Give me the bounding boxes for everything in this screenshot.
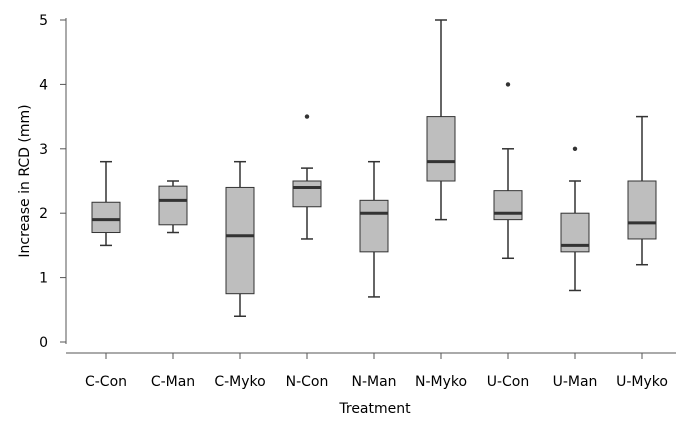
outlier-point <box>572 146 578 151</box>
x-tick-label: C-Con <box>85 374 127 390</box>
y-tick-label: 0 <box>39 335 48 351</box>
y-tick-label: 1 <box>39 271 48 287</box>
box-group <box>359 160 389 298</box>
box-group <box>493 82 523 260</box>
x-axis-title: Treatment <box>338 401 411 417</box>
y-axis: 0 1 2 3 4 5 <box>39 13 67 351</box>
box <box>627 180 657 240</box>
box-group <box>560 146 590 292</box>
box-group <box>225 160 255 317</box>
box-group <box>627 115 657 266</box>
x-tick-label: N-Myko <box>415 374 467 390</box>
y-tick-label: 4 <box>39 77 48 93</box>
y-tick-label: 2 <box>39 206 48 222</box>
box <box>158 185 188 226</box>
box <box>292 180 322 208</box>
box-group <box>91 160 121 247</box>
x-axis: C-Con C-Man C-Myko N-Con N-Man N-Myko U-Con U-M… <box>66 352 676 390</box>
box-group <box>426 19 456 221</box>
box-group <box>158 180 188 234</box>
outlier-point <box>505 82 511 87</box>
x-tick-label: U-Con <box>487 374 530 390</box>
x-tick-label: C-Myko <box>214 374 265 390</box>
x-tick-label: N-Man <box>351 374 396 390</box>
y-tick-label: 5 <box>39 13 48 29</box>
x-tick-label: U-Myko <box>616 374 668 390</box>
x-tick-label: U-Man <box>553 374 598 390</box>
box <box>426 116 456 182</box>
y-tick-label: 3 <box>39 142 48 158</box>
plot-area <box>91 19 657 317</box>
box-group <box>292 114 322 240</box>
box <box>493 190 523 221</box>
x-tick-label: C-Man <box>151 374 195 390</box>
outlier-point <box>304 114 310 119</box>
x-tick-label: N-Con <box>286 374 329 390</box>
box <box>225 186 255 295</box>
box <box>91 201 121 234</box>
y-axis-title: Increase in RCD (mm) <box>17 104 33 257</box>
box <box>359 199 389 253</box>
